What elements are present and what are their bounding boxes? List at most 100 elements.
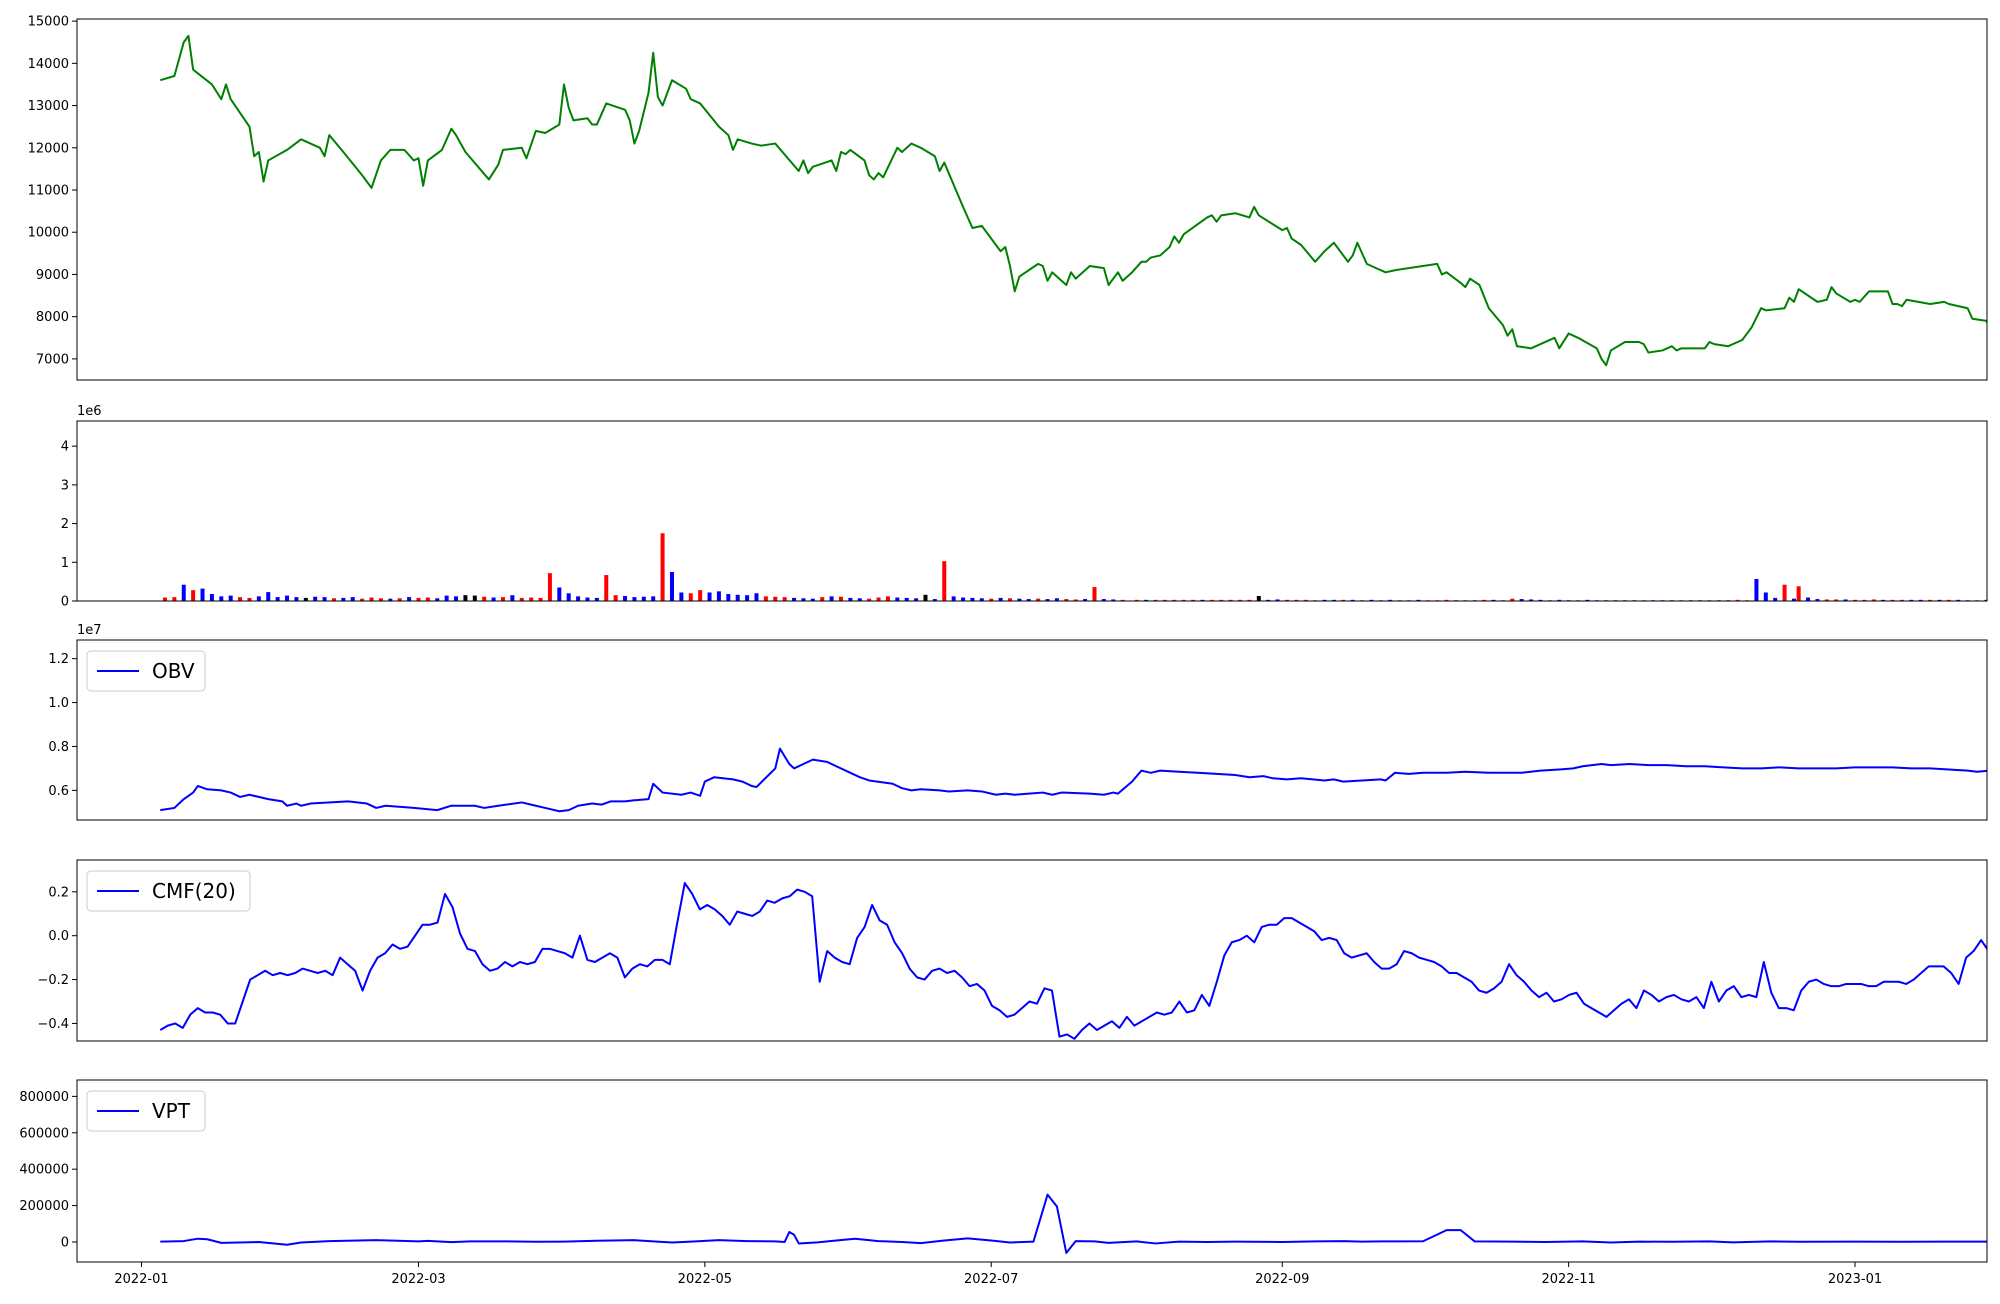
volume-bar xyxy=(200,588,205,601)
volume-bar xyxy=(162,597,167,601)
volume-bar xyxy=(1266,599,1271,601)
y-tick-label: 400000 xyxy=(19,1163,69,1178)
panel-frame xyxy=(76,859,1988,1042)
volume-bar xyxy=(463,595,468,601)
volume-bar xyxy=(1144,599,1149,601)
y-tick-label: 7000 xyxy=(36,352,69,367)
volume-bar xyxy=(820,597,825,601)
volume-bar xyxy=(247,597,252,601)
volume-bar xyxy=(1054,598,1059,601)
volume-bar xyxy=(1754,578,1759,601)
volume-bar xyxy=(416,597,421,601)
volume-bar xyxy=(1937,599,1942,601)
volume-bar xyxy=(998,597,1003,601)
volume-bar xyxy=(294,597,299,601)
panel-frame xyxy=(76,639,1988,821)
volume-bar xyxy=(726,594,731,601)
y-tick-label: −0.2 xyxy=(37,973,69,988)
volume-bar xyxy=(1791,598,1796,601)
series-line-cmf20 xyxy=(159,882,1987,1040)
volume-bar xyxy=(500,597,505,601)
y-tick-label: 12000 xyxy=(28,141,69,156)
x-tick-label: 2022-01 xyxy=(114,1272,168,1287)
volume-bar xyxy=(285,595,290,601)
volume-bar xyxy=(1994,600,1998,601)
volume-bar xyxy=(256,596,261,601)
volume-bar xyxy=(1806,597,1811,601)
volume-bar xyxy=(782,597,787,601)
volume-bar xyxy=(632,597,637,601)
volume-bar xyxy=(1763,592,1768,601)
axis-offset-label: 1e6 xyxy=(77,404,102,419)
volume-bar xyxy=(1871,599,1876,601)
volume-bar xyxy=(613,595,618,601)
y-tick-label: 14000 xyxy=(28,57,69,72)
y-tick-label: 15000 xyxy=(28,15,69,30)
volume-bar xyxy=(209,594,214,601)
volume-bar xyxy=(1585,599,1590,601)
volume-bar xyxy=(1881,599,1886,601)
panel-marks xyxy=(159,34,1987,367)
volume-bar xyxy=(266,592,271,601)
volume-bar xyxy=(792,597,797,601)
volume-bar xyxy=(1510,598,1515,601)
volume-bar xyxy=(1153,599,1158,601)
y-tick-label: 3 xyxy=(61,478,69,493)
y-tick-label: 9000 xyxy=(36,268,69,283)
y-tick-label: 0 xyxy=(61,595,69,610)
volume-bar xyxy=(810,598,815,601)
panel-marks xyxy=(162,533,1998,601)
volume-bar xyxy=(641,596,646,601)
volume-bar xyxy=(1294,599,1299,601)
volume-bar xyxy=(1017,598,1022,601)
y-tick-label: 0.0 xyxy=(48,929,69,944)
volume-bar xyxy=(1238,599,1243,601)
volume-bar xyxy=(669,571,674,601)
volume-bar xyxy=(735,594,740,601)
y-tick-label: 1.0 xyxy=(48,696,69,711)
volume-bar xyxy=(388,598,393,601)
volume-bar xyxy=(341,597,346,601)
panel-2: 0 1 2 3 4 1e6 xyxy=(61,404,1998,610)
volume-bar xyxy=(876,597,881,601)
y-tick-label: 8000 xyxy=(36,310,69,325)
volume-bar xyxy=(679,592,684,601)
volume-bar xyxy=(181,584,186,601)
volume-bar xyxy=(895,597,900,601)
volume-bar xyxy=(360,598,365,601)
volume-bar xyxy=(1918,599,1923,601)
volume-bar xyxy=(1134,599,1139,601)
volume-bar xyxy=(566,593,571,601)
volume-bar xyxy=(378,598,383,601)
volume-bar xyxy=(1120,599,1125,601)
volume-bar xyxy=(838,596,843,601)
panel-marks xyxy=(159,882,1987,1040)
y-tick-label: 1 xyxy=(61,556,69,571)
volume-bar xyxy=(238,597,243,601)
volume-bar xyxy=(331,598,336,601)
volume-bar xyxy=(1026,599,1031,601)
volume-bar xyxy=(1984,599,1987,601)
y-tick-label: 0.2 xyxy=(48,885,69,900)
volume-bar xyxy=(745,595,750,601)
volume-bar xyxy=(923,594,928,601)
panel-4: −0.4 −0.2 0.0 0.2 CMF(20) xyxy=(37,859,1988,1042)
y-tick-label: 0.8 xyxy=(48,740,69,755)
volume-bar xyxy=(482,596,487,601)
volume-bar xyxy=(594,597,599,601)
volume-bar xyxy=(829,596,834,601)
series-line xyxy=(159,34,1987,367)
volume-bar xyxy=(1557,599,1562,601)
volume-bar xyxy=(942,561,947,601)
volume-bar xyxy=(1824,599,1829,601)
volume-bar xyxy=(228,595,233,601)
volume-bar xyxy=(961,597,966,601)
series-line-vpt xyxy=(160,1193,1987,1254)
volume-bar xyxy=(1491,599,1496,601)
panel-5: 0 200000 400000 600000 800000 VPT 2022-01 2022-… xyxy=(19,1079,1988,1287)
volume-bar xyxy=(1899,599,1904,601)
volume-bar xyxy=(698,590,703,601)
legend-box xyxy=(86,650,206,692)
volume-bar xyxy=(1388,599,1393,601)
